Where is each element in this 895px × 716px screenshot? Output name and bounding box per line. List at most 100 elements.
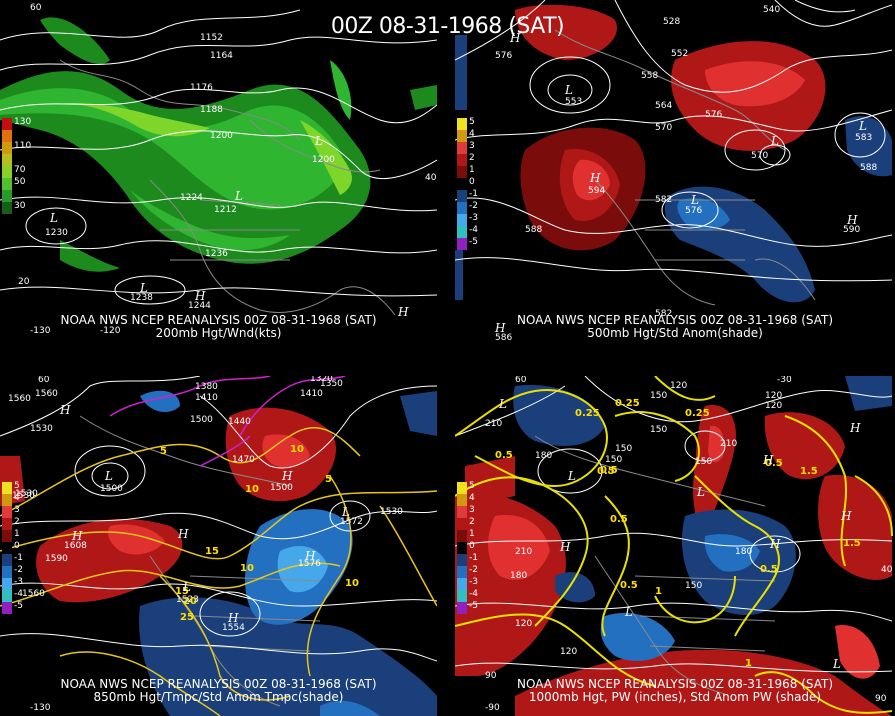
colorbar-label: 3 <box>14 505 20 515</box>
contour-label: 1523 <box>176 595 199 605</box>
contour-label: 1380 <box>195 382 218 392</box>
temp-label: 10 <box>345 578 359 589</box>
contour-label: 1176 <box>190 83 213 93</box>
lat-label: 60 <box>515 376 527 385</box>
pw-label: 0.5 <box>597 466 615 477</box>
colorbar-label: 110 <box>14 141 32 151</box>
colorbar-label: -5 <box>14 601 23 611</box>
contour-label: 210 <box>485 419 502 429</box>
colorbar-label: 5 <box>469 481 475 491</box>
contour-label: 1230 <box>45 228 68 238</box>
colorbar-swatch: -5 <box>2 601 23 614</box>
contour-label: 1200 <box>312 155 335 165</box>
height-contours <box>455 0 893 282</box>
colorbar-label: 0 <box>14 541 20 551</box>
high-marker: H <box>846 213 858 227</box>
high-marker: H <box>59 403 71 417</box>
map-850mb: 1560 1530 1500 1530 1380 1410 1440 1470 … <box>0 376 437 716</box>
colorbar-swatch: 1 <box>457 529 475 542</box>
colorbar-label: 2 <box>14 517 20 527</box>
colorbar-label: -3 <box>469 213 478 223</box>
contour-label: 564 <box>655 101 672 111</box>
contour-label: 1244 <box>188 301 211 311</box>
colorbar-label: 5 <box>469 117 475 127</box>
colorbar-label: -2 <box>469 201 478 211</box>
colorbar-label: 5 <box>14 481 20 491</box>
high-marker: H <box>589 171 601 185</box>
colorbar-swatch: 5 <box>2 481 20 494</box>
colorbar-swatch: 3 <box>457 141 475 154</box>
colorbar-label: -1 <box>469 189 478 199</box>
contour-label: 1560 <box>8 394 31 404</box>
high-marker: H <box>849 421 861 435</box>
contour-label: 1530 <box>380 507 403 517</box>
height-contours <box>0 9 437 305</box>
colorbar-500mb: 5 4 3 2 1 0 -1 -2 -3 -4 -5 <box>457 117 478 250</box>
contour-label: 90 <box>485 671 497 681</box>
colorbar-swatch: 4 <box>457 493 475 506</box>
contour-label: 583 <box>855 133 872 143</box>
contour-label: 1410 <box>195 393 218 403</box>
colorbar-label: 130 <box>14 117 32 127</box>
contour-label: 120 <box>515 619 532 629</box>
contour-label: 1572 <box>340 517 363 527</box>
colorbar-label: -1 <box>469 553 478 563</box>
colorbar-label: 0 <box>469 177 475 187</box>
contour-label: 120 <box>670 381 687 391</box>
contour-label: 1440 <box>228 417 251 427</box>
colorbar-swatch: 2 <box>457 517 475 530</box>
colorbar-swatch: -2 <box>457 565 478 578</box>
lon-label: -130 <box>30 703 51 713</box>
colorbar-label: 2 <box>469 153 475 163</box>
colorbar-swatch: 3 <box>457 505 475 518</box>
contour-label: 540 <box>763 5 780 15</box>
colorbar-850mb: 5 4 3 2 1 0 -1 -2 -3 -4 -5 <box>2 481 23 614</box>
contour-label: 1608 <box>64 541 87 551</box>
colorbar-label: -4 <box>14 589 23 599</box>
colorbar-label: 0 <box>469 541 475 551</box>
high-marker: H <box>494 321 506 335</box>
colorbar-swatch: -5 <box>457 601 478 614</box>
high-marker: H <box>177 527 189 541</box>
colorbar-swatch: -3 <box>457 213 478 226</box>
pw-label: 0.25 <box>615 398 640 409</box>
colorbar-1000mb: 5 4 3 2 1 0 -1 -2 -3 -4 -5 <box>457 481 478 614</box>
pw-label: 0.25 <box>685 408 710 419</box>
colorbar-swatch: -3 <box>2 577 23 590</box>
page-title: 00Z 08-31-1968 (SAT) <box>330 14 565 39</box>
temp-label: 15 <box>175 586 189 597</box>
pw-label: 1 <box>655 586 662 597</box>
contour-label: 582 <box>655 309 672 319</box>
contour-label: 1590 <box>45 554 68 564</box>
colorbar-swatch: 30 <box>2 201 25 214</box>
temp-label: 10 <box>245 484 259 495</box>
colorbar-label: -5 <box>469 601 478 611</box>
height-contours <box>0 376 437 662</box>
colorbar-swatch: 50 <box>2 177 25 190</box>
contour-label: 1576 <box>298 559 321 569</box>
temperature-contours <box>0 426 437 716</box>
contour-label: 1236 <box>205 249 228 259</box>
contour-label: 150 <box>650 391 667 401</box>
panel-caption: NOAA NWS NCEP REANALYSIS 00Z 08-31-1968 … <box>0 678 437 704</box>
colorbar-swatch: 0 <box>2 541 20 554</box>
contour-label: 1560 <box>35 389 58 399</box>
temp-label: 10 <box>290 444 304 455</box>
contour-label: 210 <box>720 439 737 449</box>
contour-label: 1530 <box>12 491 35 501</box>
contour-label: -30 <box>777 376 792 385</box>
colorbar-label: -3 <box>14 577 23 587</box>
low-marker: L <box>234 189 243 203</box>
contour-label: 1470 <box>232 455 255 465</box>
colorbar-swatch: 1 <box>457 165 475 178</box>
pw-label: 0.5 <box>620 580 638 591</box>
contour-label: 1224 <box>180 193 203 203</box>
caption-line2: 500mb Hgt/Std Anom(shade) <box>587 326 763 340</box>
contour-label: 150 <box>685 581 702 591</box>
colorbar-swatch: -4 <box>457 589 478 602</box>
colorbar-swatch: -2 <box>457 201 478 214</box>
colorbar-swatch: 110 <box>2 141 31 154</box>
height-contours <box>455 376 893 673</box>
lat-label: 40 <box>881 565 893 575</box>
colorbar-swatch: -5 <box>457 237 478 250</box>
